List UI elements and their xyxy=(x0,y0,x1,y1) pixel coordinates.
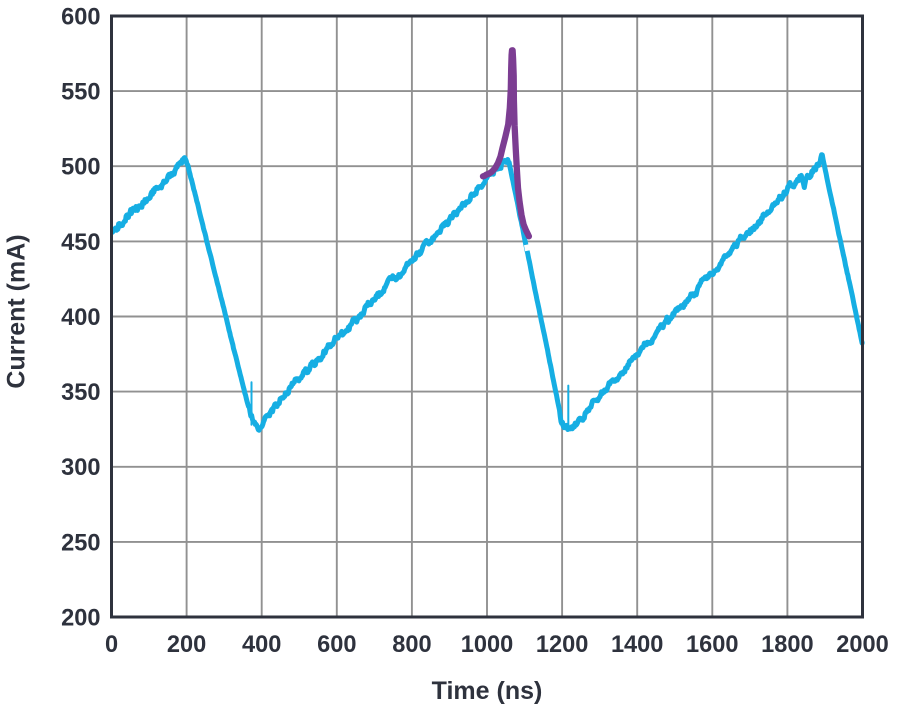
svg-text:500: 500 xyxy=(61,155,100,181)
svg-text:400: 400 xyxy=(61,305,100,331)
svg-text:1000: 1000 xyxy=(461,632,514,658)
svg-text:1200: 1200 xyxy=(536,632,589,658)
svg-text:Current (mA): Current (mA) xyxy=(3,234,31,388)
svg-text:550: 550 xyxy=(61,80,100,106)
svg-text:1400: 1400 xyxy=(611,632,664,658)
svg-text:1600: 1600 xyxy=(686,632,739,658)
svg-text:200: 200 xyxy=(167,632,206,658)
svg-text:250: 250 xyxy=(61,530,100,556)
svg-text:800: 800 xyxy=(392,632,431,658)
svg-text:300: 300 xyxy=(61,455,100,481)
svg-text:0: 0 xyxy=(105,632,118,658)
svg-text:1800: 1800 xyxy=(761,632,814,658)
svg-text:2000: 2000 xyxy=(836,632,889,658)
svg-text:350: 350 xyxy=(61,380,100,406)
svg-text:400: 400 xyxy=(242,632,281,658)
svg-text:Time (ns): Time (ns) xyxy=(432,677,543,705)
svg-text:450: 450 xyxy=(61,230,100,256)
svg-text:200: 200 xyxy=(61,605,100,631)
svg-text:600: 600 xyxy=(61,4,100,30)
svg-text:600: 600 xyxy=(317,632,356,658)
